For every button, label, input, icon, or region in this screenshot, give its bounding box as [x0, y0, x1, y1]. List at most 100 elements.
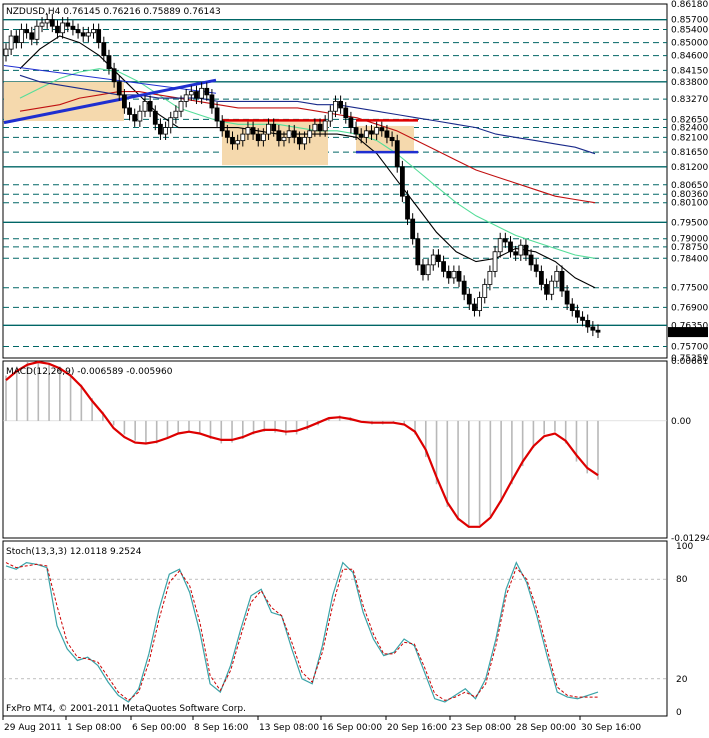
time-tick-label: 6 Sep 00:00 [132, 723, 187, 733]
bear-candle [472, 303, 477, 312]
bear-candle [405, 195, 410, 220]
bear-candle [436, 254, 441, 262]
price-tick-label: 0.85000 [671, 39, 708, 49]
bear-candle [297, 136, 302, 145]
bear-candle [106, 55, 112, 70]
bull-candle [307, 130, 313, 138]
time-tick-label: 28 Sep 00:00 [516, 723, 576, 733]
bull-candle [549, 280, 555, 295]
price-tick-label: 0.84600 [671, 52, 708, 62]
bear-candle [65, 22, 71, 27]
price-tick-label: 0.80100 [671, 199, 708, 209]
price-tick-label: 0.79000 [671, 235, 708, 245]
bear-candle [461, 280, 467, 295]
bull-candle [451, 270, 457, 279]
bull-candle [327, 110, 333, 122]
bear-candle [538, 270, 544, 285]
bear-candle [214, 107, 220, 122]
bear-candle [111, 68, 117, 83]
bear-candle [24, 29, 29, 34]
bear-candle [466, 293, 472, 305]
bear-candle [116, 81, 122, 96]
bear-candle [317, 123, 323, 132]
price-tick-label: 0.76350 [671, 321, 708, 331]
bull-candle [60, 22, 66, 34]
bear-candle [410, 218, 416, 240]
bull-candle [518, 244, 524, 256]
horizontal-levels [3, 18, 667, 348]
bear-candle [394, 140, 400, 168]
bull-candle [425, 264, 431, 276]
bear-candle [219, 120, 225, 132]
price-tick-label: 0.75350 [671, 354, 708, 364]
price-tick-label: 0.83800 [671, 78, 708, 88]
time-axis-labels: 29 Aug 2011 1 Sep 08:00 6 Sep 00:00 8 Sep 1… [2, 716, 641, 733]
candlesticks [3, 13, 601, 339]
bull-candle [374, 127, 380, 135]
bull-candle [3, 48, 9, 57]
bull-candle [168, 117, 174, 128]
bull-candle [322, 120, 328, 132]
price-tick-label: 0.76143 [671, 328, 708, 338]
bear-candle [209, 94, 215, 109]
stoch-tick-label: 0 [676, 708, 682, 718]
macd-tick-label: 0.00661 [671, 357, 708, 367]
price-tick-label: 0.85700 [671, 16, 708, 26]
bull-candle [8, 35, 14, 50]
bear-candle [230, 136, 235, 145]
bear-candle [132, 114, 138, 122]
bull-candle [487, 270, 493, 285]
moving-average-3 [19, 91, 596, 204]
bear-candle [399, 166, 405, 197]
price-tick-label: 0.77500 [671, 284, 708, 294]
bull-candle [266, 123, 271, 135]
time-tick-label: 16 Sep 00:00 [322, 723, 382, 733]
bull-candle [178, 101, 184, 112]
bear-candle [569, 303, 575, 312]
bull-candle [137, 110, 143, 122]
bear-candle [384, 130, 390, 138]
bull-candle [281, 136, 287, 142]
bear-candle [348, 117, 354, 128]
bear-candle [358, 133, 364, 138]
bear-candle [101, 42, 107, 57]
bull-candle [286, 130, 292, 138]
bear-candle [276, 130, 282, 142]
time-tick-label: 8 Sep 16:00 [194, 723, 249, 733]
price-tick-label: 0.81650 [671, 148, 708, 158]
bull-candle [245, 127, 251, 135]
bull-candle [188, 91, 194, 96]
bear-candle [533, 264, 539, 272]
bear-candle [456, 270, 462, 282]
price-tick-label: 0.79500 [671, 218, 708, 228]
bear-candle [559, 270, 565, 292]
bear-candle [70, 25, 76, 30]
price-tick-label: 0.76900 [671, 303, 708, 313]
macd-tick-label: 0.00 [671, 417, 691, 427]
macd-panel-frame [2, 360, 668, 539]
bear-candle [420, 264, 426, 276]
moving-average-4 [19, 74, 596, 155]
bull-candle [235, 140, 241, 145]
time-tick-label: 29 Aug 2011 [4, 723, 62, 733]
bull-candle [492, 251, 498, 272]
stoch-signal-line [5, 562, 598, 702]
bear-candle [122, 94, 127, 109]
bear-candle [49, 19, 55, 27]
stochastic-indicator: 100 80 20 0 [3, 542, 693, 718]
price-tick-label: 0.84150 [671, 66, 708, 76]
bull-candle [91, 29, 96, 34]
bull-candle [482, 284, 488, 298]
bear-candle [441, 261, 446, 272]
bear-candle [585, 320, 591, 328]
bear-candle [147, 101, 153, 112]
bull-candle [497, 238, 503, 253]
bear-candle [595, 329, 601, 333]
macd-indicator: 0.00661 0.00 -0.01294 [3, 357, 709, 544]
bull-candle [554, 270, 560, 282]
bear-candle [523, 244, 529, 256]
bear-candle [75, 29, 81, 34]
